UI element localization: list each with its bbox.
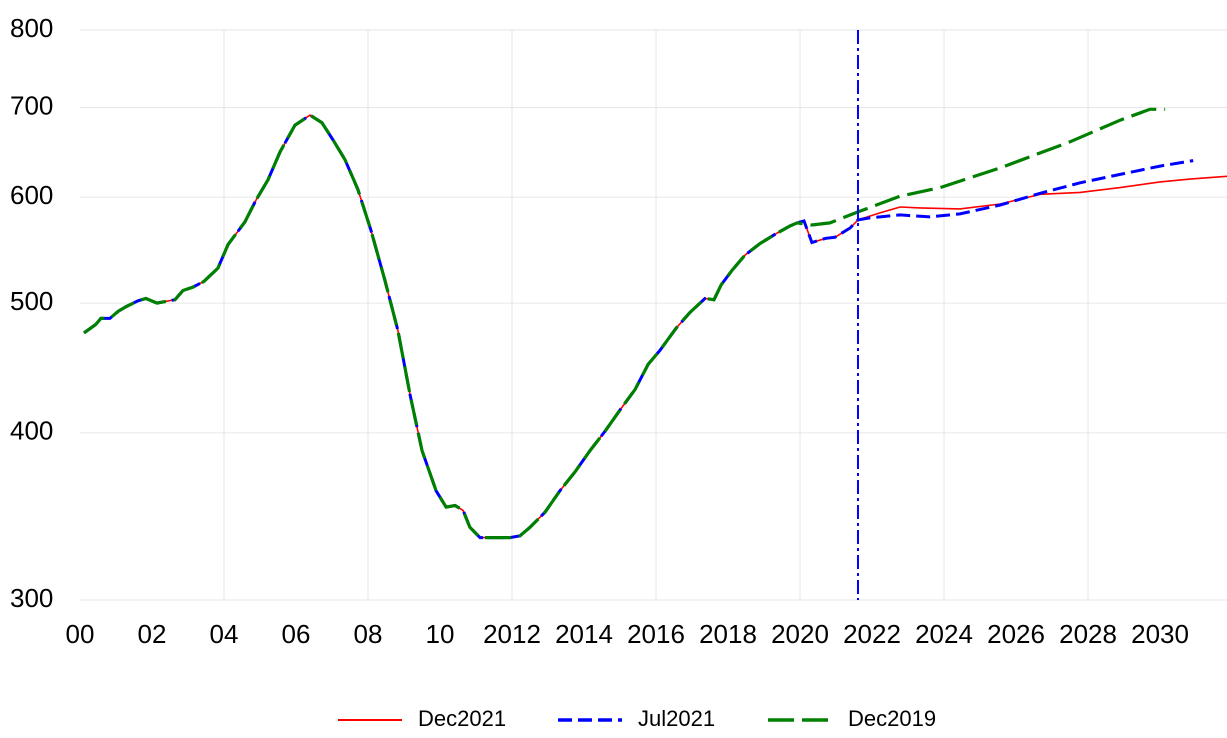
y-tick-label: 800 [10, 13, 53, 43]
x-tick-label: 2014 [555, 619, 613, 649]
x-tick-label: 2020 [771, 619, 829, 649]
x-tick-label: 08 [354, 619, 383, 649]
x-tick-label: 00 [66, 619, 95, 649]
legend-label: Dec2021 [418, 706, 506, 731]
x-tick-label: 2028 [1059, 619, 1117, 649]
x-tick-label: 2016 [627, 619, 685, 649]
x-tick-label: 2024 [915, 619, 973, 649]
x-tick-label: 2012 [483, 619, 541, 649]
y-tick-label: 400 [10, 416, 53, 446]
legend-label: Jul2021 [638, 706, 715, 731]
x-tick-label: 2026 [987, 619, 1045, 649]
series-line [83, 114, 1227, 539]
x-tick-label: 04 [210, 619, 239, 649]
legend-label: Dec2019 [848, 706, 936, 731]
y-tick-label: 600 [10, 180, 53, 210]
x-tick-label: 06 [282, 619, 311, 649]
x-tick-label: 2030 [1131, 619, 1189, 649]
x-tick-label: 10 [426, 619, 455, 649]
x-tick-label: 2022 [843, 619, 901, 649]
x-tick-label: 02 [138, 619, 167, 649]
x-tick-label: 2018 [699, 619, 757, 649]
series-line [83, 113, 1194, 540]
y-tick-label: 300 [10, 583, 53, 613]
y-tick-label: 700 [10, 90, 53, 120]
y-tick-label: 500 [10, 286, 53, 316]
series-line [83, 107, 1166, 540]
